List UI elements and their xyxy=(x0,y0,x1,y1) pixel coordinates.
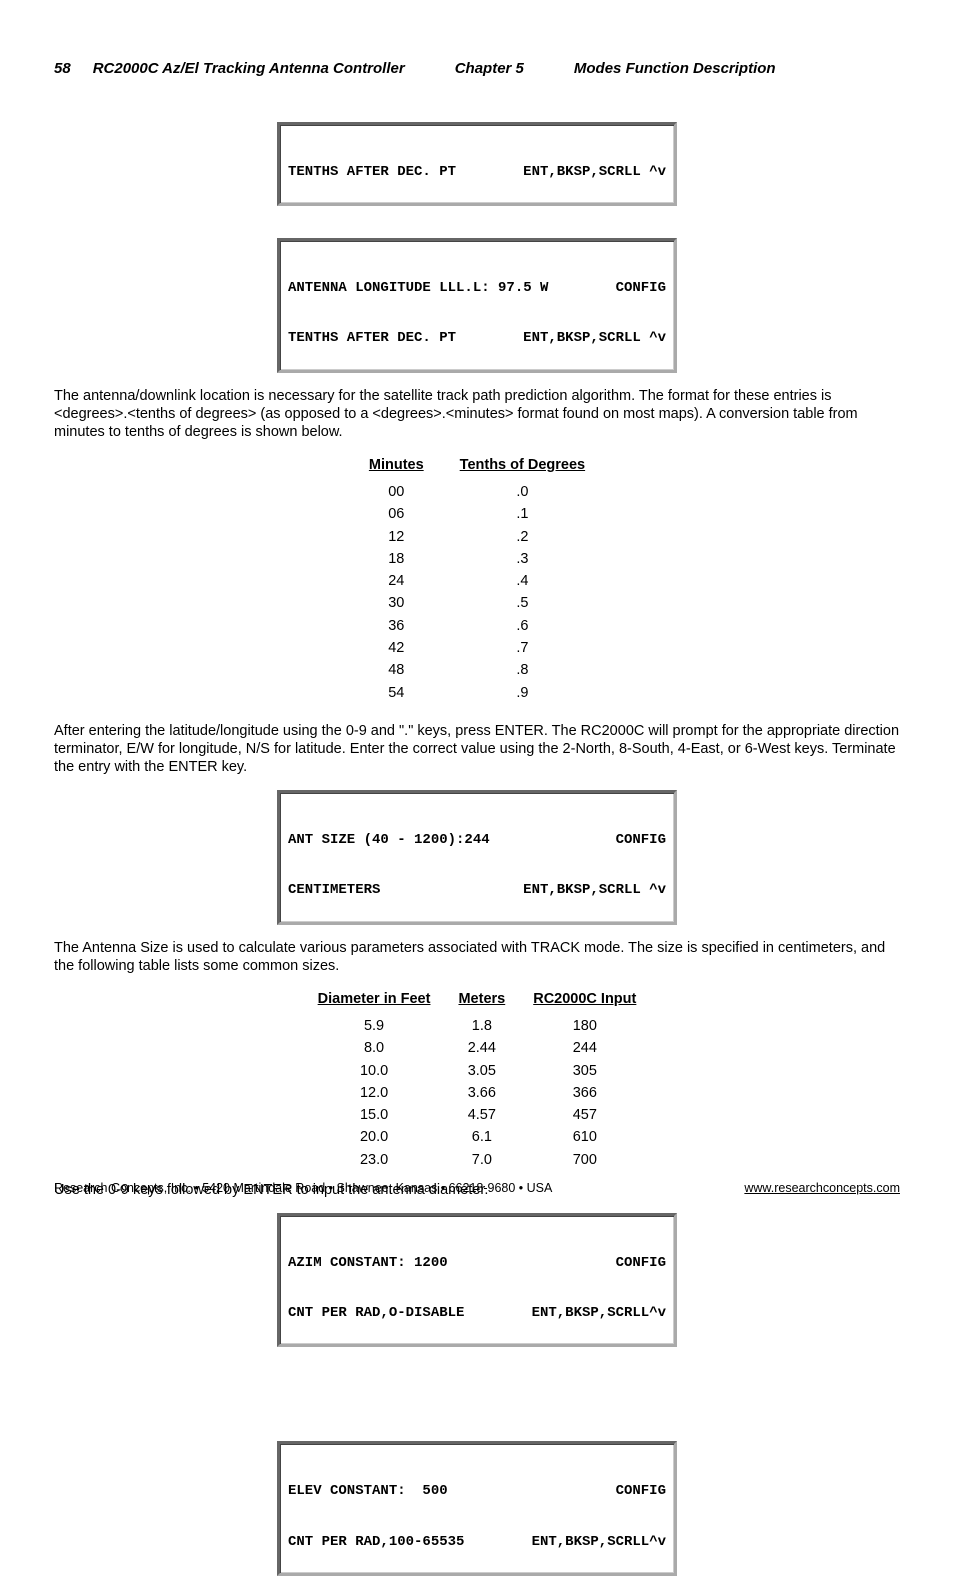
lcd-text: CNT PER RAD,100-65535 xyxy=(288,1533,464,1551)
table-cell: .5 xyxy=(442,592,603,614)
table-cell: 23.0 xyxy=(304,1149,445,1171)
lcd-display-5: ELEV CONSTANT: 500 CONFIG CNT PER RAD,10… xyxy=(277,1441,677,1575)
lcd-text: CONFIG xyxy=(616,279,666,297)
lcd-display-1: TENTHS AFTER DEC. PT ENT,BKSP,SCRLL ^v xyxy=(277,122,677,206)
table-cell: 20.0 xyxy=(304,1126,445,1148)
table-cell: .4 xyxy=(442,570,603,592)
table-cell: 6.1 xyxy=(444,1126,519,1148)
table-header: Meters xyxy=(444,989,519,1015)
table-cell: 180 xyxy=(519,1015,650,1037)
lcd-text: ANT SIZE (40 - 1200):244 xyxy=(288,831,490,849)
lcd-text: CENTIMETERS xyxy=(288,881,380,899)
table-row: 36.6 xyxy=(351,615,603,637)
table-cell: 30 xyxy=(351,592,442,614)
table-cell: 366 xyxy=(519,1082,650,1104)
table-cell: 244 xyxy=(519,1037,650,1059)
table-cell: .8 xyxy=(442,659,603,681)
table-cell: 24 xyxy=(351,570,442,592)
paragraph-3: The Antenna Size is used to calculate va… xyxy=(54,939,900,975)
lcd-text: ELEV CONSTANT: 500 xyxy=(288,1482,448,1500)
lcd-text: TENTHS AFTER DEC. PT xyxy=(288,329,456,347)
doc-title: RC2000C Az/El Tracking Antenna Controlle… xyxy=(93,60,405,77)
table-cell: .0 xyxy=(442,481,603,503)
table-cell: 12 xyxy=(351,526,442,548)
table-header: RC2000C Input xyxy=(519,989,650,1015)
table-row: 5.91.8180 xyxy=(304,1015,651,1037)
table-cell: 42 xyxy=(351,637,442,659)
table-row: 18.3 xyxy=(351,548,603,570)
table-cell: 3.66 xyxy=(444,1082,519,1104)
table-cell: 36 xyxy=(351,615,442,637)
table-row: 12.2 xyxy=(351,526,603,548)
lcd-text: ENT,BKSP,SCRLL ^v xyxy=(523,163,666,181)
paragraph-1: The antenna/downlink location is necessa… xyxy=(54,387,900,441)
lcd-text: CONFIG xyxy=(616,1254,666,1272)
antenna-size-table: Diameter in Feet Meters RC2000C Input 5.… xyxy=(304,989,651,1171)
lcd-text: CONFIG xyxy=(616,831,666,849)
lcd-display-4: AZIM CONSTANT: 1200 CONFIG CNT PER RAD,O… xyxy=(277,1213,677,1347)
table-cell: 54 xyxy=(351,682,442,704)
page-footer: Research Concepts, Inc. • 5420 Martindal… xyxy=(54,1181,900,1195)
table-cell: 8.0 xyxy=(304,1037,445,1059)
lcd-text: ENT,BKSP,SCRLL^v xyxy=(532,1304,666,1322)
table-cell: 7.0 xyxy=(444,1149,519,1171)
table-row: 15.04.57457 xyxy=(304,1104,651,1126)
table-cell: 10.0 xyxy=(304,1060,445,1082)
table-cell: 305 xyxy=(519,1060,650,1082)
lcd-text: ENT,BKSP,SCRLL ^v xyxy=(523,881,666,899)
table-cell: 18 xyxy=(351,548,442,570)
chapter-label: Chapter 5 xyxy=(455,60,524,77)
table-cell: 06 xyxy=(351,503,442,525)
paragraph-2: After entering the latitude/longitude us… xyxy=(54,722,900,776)
table-cell: 457 xyxy=(519,1104,650,1126)
table-header: Minutes xyxy=(351,455,442,481)
table-cell: 4.57 xyxy=(444,1104,519,1126)
table-cell: .1 xyxy=(442,503,603,525)
table-cell: 1.8 xyxy=(444,1015,519,1037)
table-cell: 15.0 xyxy=(304,1104,445,1126)
conversion-table: Minutes Tenths of Degrees 00.006.112.218… xyxy=(351,455,603,704)
lcd-display-2: ANTENNA LONGITUDE LLL.L: 97.5 W CONFIG T… xyxy=(277,238,677,372)
table-header: Tenths of Degrees xyxy=(442,455,603,481)
table-cell: 00 xyxy=(351,481,442,503)
table-row: 42.7 xyxy=(351,637,603,659)
table-cell: .7 xyxy=(442,637,603,659)
page-header: 58 RC2000C Az/El Tracking Antenna Contro… xyxy=(54,60,900,77)
lcd-display-3: ANT SIZE (40 - 1200):244 CONFIG CENTIMET… xyxy=(277,790,677,924)
lcd-text: CNT PER RAD,O-DISABLE xyxy=(288,1304,464,1322)
table-cell: .3 xyxy=(442,548,603,570)
table-row: 23.07.0700 xyxy=(304,1149,651,1171)
table-row: 48.8 xyxy=(351,659,603,681)
table-cell: 12.0 xyxy=(304,1082,445,1104)
table-cell: 610 xyxy=(519,1126,650,1148)
lcd-text: AZIM CONSTANT: 1200 xyxy=(288,1254,448,1272)
footer-url: www.researchconcepts.com xyxy=(744,1181,900,1195)
lcd-text: CONFIG xyxy=(616,1482,666,1500)
lcd-text: TENTHS AFTER DEC. PT xyxy=(288,163,456,181)
table-cell: 2.44 xyxy=(444,1037,519,1059)
table-row: 00.0 xyxy=(351,481,603,503)
table-cell: .9 xyxy=(442,682,603,704)
table-row: 20.06.1610 xyxy=(304,1126,651,1148)
footer-address: Research Concepts, Inc. • 5420 Martindal… xyxy=(54,1181,552,1195)
table-row: 8.02.44244 xyxy=(304,1037,651,1059)
table-cell: 700 xyxy=(519,1149,650,1171)
lcd-text: ENT,BKSP,SCRLL ^v xyxy=(523,329,666,347)
table-header: Diameter in Feet xyxy=(304,989,445,1015)
table-cell: 5.9 xyxy=(304,1015,445,1037)
table-row: 12.03.66366 xyxy=(304,1082,651,1104)
table-row: 10.03.05305 xyxy=(304,1060,651,1082)
lcd-text: ENT,BKSP,SCRLL^v xyxy=(532,1533,666,1551)
page-number: 58 xyxy=(54,60,71,77)
lcd-text: ANTENNA LONGITUDE LLL.L: 97.5 W xyxy=(288,279,548,297)
table-cell: .6 xyxy=(442,615,603,637)
table-cell: 48 xyxy=(351,659,442,681)
table-row: 06.1 xyxy=(351,503,603,525)
table-row: 24.4 xyxy=(351,570,603,592)
table-cell: 3.05 xyxy=(444,1060,519,1082)
section-label: Modes Function Description xyxy=(574,60,776,77)
table-row: 54.9 xyxy=(351,682,603,704)
table-row: 30.5 xyxy=(351,592,603,614)
table-cell: .2 xyxy=(442,526,603,548)
